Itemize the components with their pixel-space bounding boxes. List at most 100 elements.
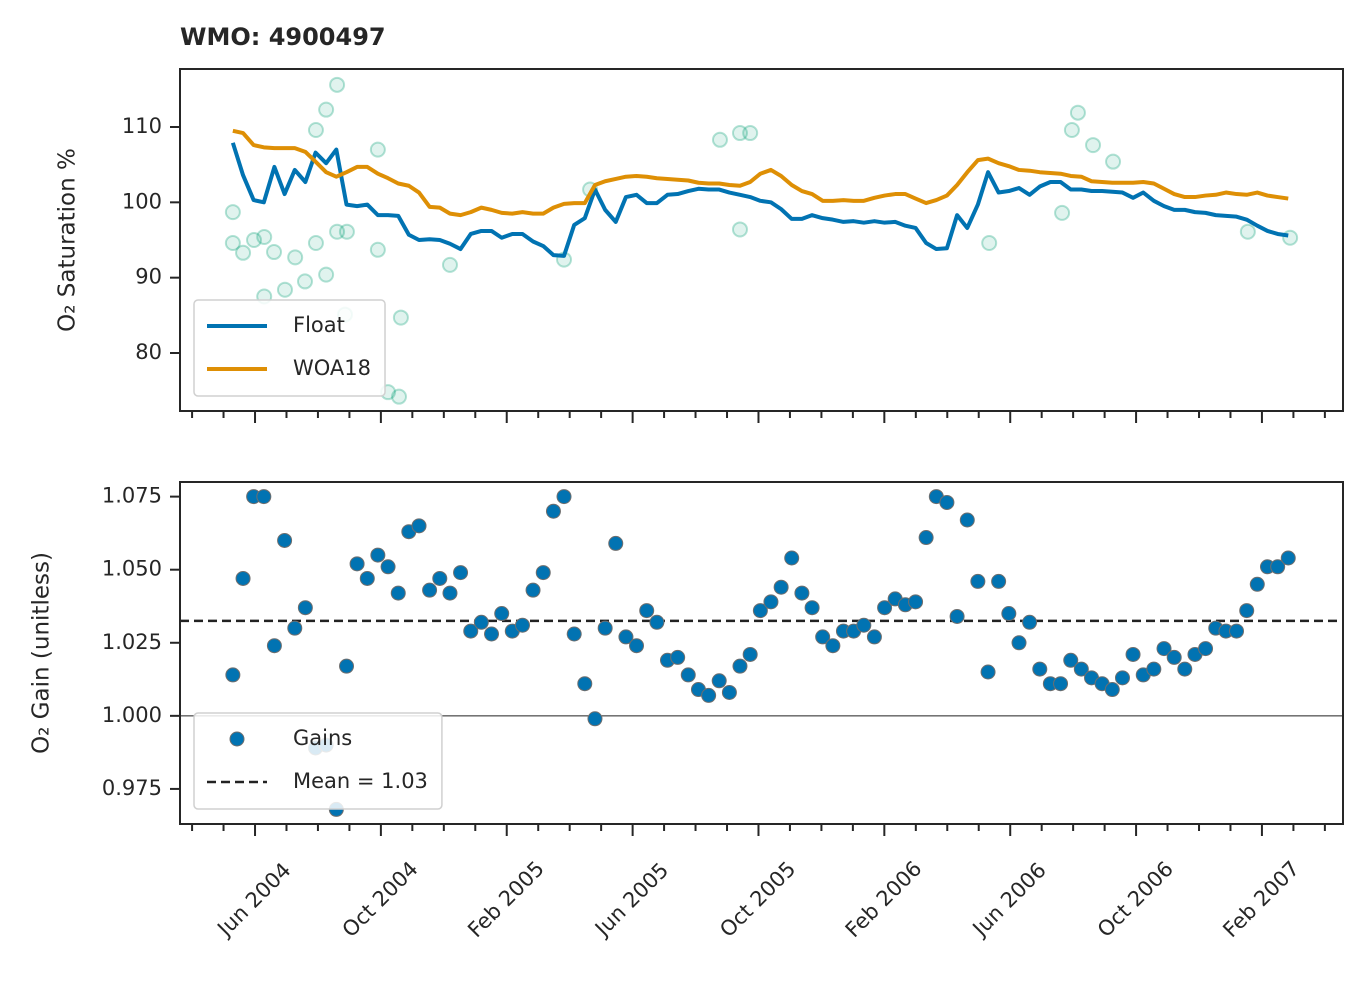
profile-point	[329, 76, 346, 93]
gain-point	[742, 646, 758, 662]
gain-point	[639, 603, 655, 619]
legend-box	[193, 712, 443, 810]
profile-point	[369, 141, 386, 158]
y-tick-label: 1.050	[102, 557, 162, 581]
gain-point	[784, 550, 800, 566]
profile-point	[1105, 153, 1122, 170]
gain-point	[1249, 576, 1265, 592]
profile-point	[1282, 229, 1299, 246]
profile-point	[392, 309, 409, 326]
gain-point	[1177, 661, 1193, 677]
gain-point	[463, 623, 479, 639]
gain-point	[1270, 559, 1286, 575]
gain-point	[597, 620, 613, 636]
gain-point	[277, 532, 293, 548]
profile-point	[296, 273, 313, 290]
profile-point	[235, 244, 252, 261]
gain-point	[991, 573, 1007, 589]
gain-point	[908, 594, 924, 610]
axes-frame	[179, 68, 1344, 412]
gain-point	[390, 585, 406, 601]
gain-point	[1022, 614, 1038, 630]
gain-point	[618, 629, 634, 645]
profile-point	[256, 228, 273, 245]
profile-point	[266, 244, 283, 261]
gain-point	[856, 617, 872, 633]
gain-point	[422, 582, 438, 598]
gain-point	[980, 664, 996, 680]
gain-point	[380, 559, 396, 575]
legend-label: Float	[293, 313, 345, 337]
y-tick-label: 1.025	[102, 630, 162, 654]
profile-point	[742, 125, 759, 142]
gain-point	[1114, 670, 1130, 686]
profile-point	[307, 122, 324, 139]
profile-point	[731, 125, 748, 142]
gain-point	[1032, 661, 1048, 677]
y-tick-label: 100	[122, 189, 162, 213]
chart-title: WMO: 4900497	[180, 23, 386, 51]
gain-point	[339, 658, 355, 674]
gain-point	[721, 684, 737, 700]
y-tick-label: 90	[135, 265, 162, 289]
gain-point	[815, 629, 831, 645]
profile-point	[1054, 204, 1071, 221]
gain-point	[680, 667, 696, 683]
series-line	[232, 128, 1289, 218]
profile-point	[1085, 137, 1102, 154]
profile-point	[1063, 122, 1080, 139]
profile-point	[1239, 223, 1256, 240]
gain-point	[959, 512, 975, 528]
gain-point	[804, 600, 820, 616]
gain-point	[432, 570, 448, 586]
gain-point	[949, 608, 965, 624]
gain-point	[545, 503, 561, 519]
gain-point	[1198, 641, 1214, 657]
series-line	[230, 142, 1289, 258]
gain-point	[877, 600, 893, 616]
profile-point	[369, 241, 386, 258]
gain-point	[577, 676, 593, 692]
gain-point	[794, 585, 810, 601]
y-tick-label: 1.075	[102, 484, 162, 508]
gain-point	[732, 658, 748, 674]
gain-point	[608, 535, 624, 551]
gain-point	[711, 673, 727, 689]
profile-point	[391, 388, 408, 405]
gain-point	[514, 617, 530, 633]
gain-point	[670, 649, 686, 665]
profile-point	[276, 281, 293, 298]
gain-point	[939, 494, 955, 510]
gain-point	[566, 626, 582, 642]
gain-point	[1063, 652, 1079, 668]
profile-point	[224, 204, 241, 221]
gain-point	[649, 614, 665, 630]
gain-point	[225, 667, 241, 683]
gain-point	[359, 570, 375, 586]
gain-point	[287, 620, 303, 636]
legend: Float WOA18	[193, 299, 386, 397]
gain-point	[235, 570, 251, 586]
profile-point	[981, 235, 998, 252]
gain-point	[297, 600, 313, 616]
gain-point	[556, 489, 572, 505]
gain-point	[266, 638, 282, 654]
gain-point	[1001, 606, 1017, 622]
gain-point	[1229, 623, 1245, 639]
profile-point	[224, 235, 241, 252]
gain-point	[918, 530, 934, 546]
profile-point	[246, 232, 263, 248]
gain-point	[525, 582, 541, 598]
gain-point	[1166, 649, 1182, 665]
gain-point	[970, 573, 986, 589]
gain-point	[349, 556, 365, 572]
legend-label: Gains	[293, 726, 352, 750]
gain-point	[763, 594, 779, 610]
legend: Gains Mean = 1.03	[193, 712, 443, 810]
gain-point	[701, 687, 717, 703]
gain-point	[1125, 646, 1141, 662]
gain-point	[484, 626, 500, 642]
axes: WMO: 4900497 O₂ Saturation % 80 90 100 110 Flo…	[55, 23, 1344, 423]
gain-point	[1104, 682, 1120, 698]
